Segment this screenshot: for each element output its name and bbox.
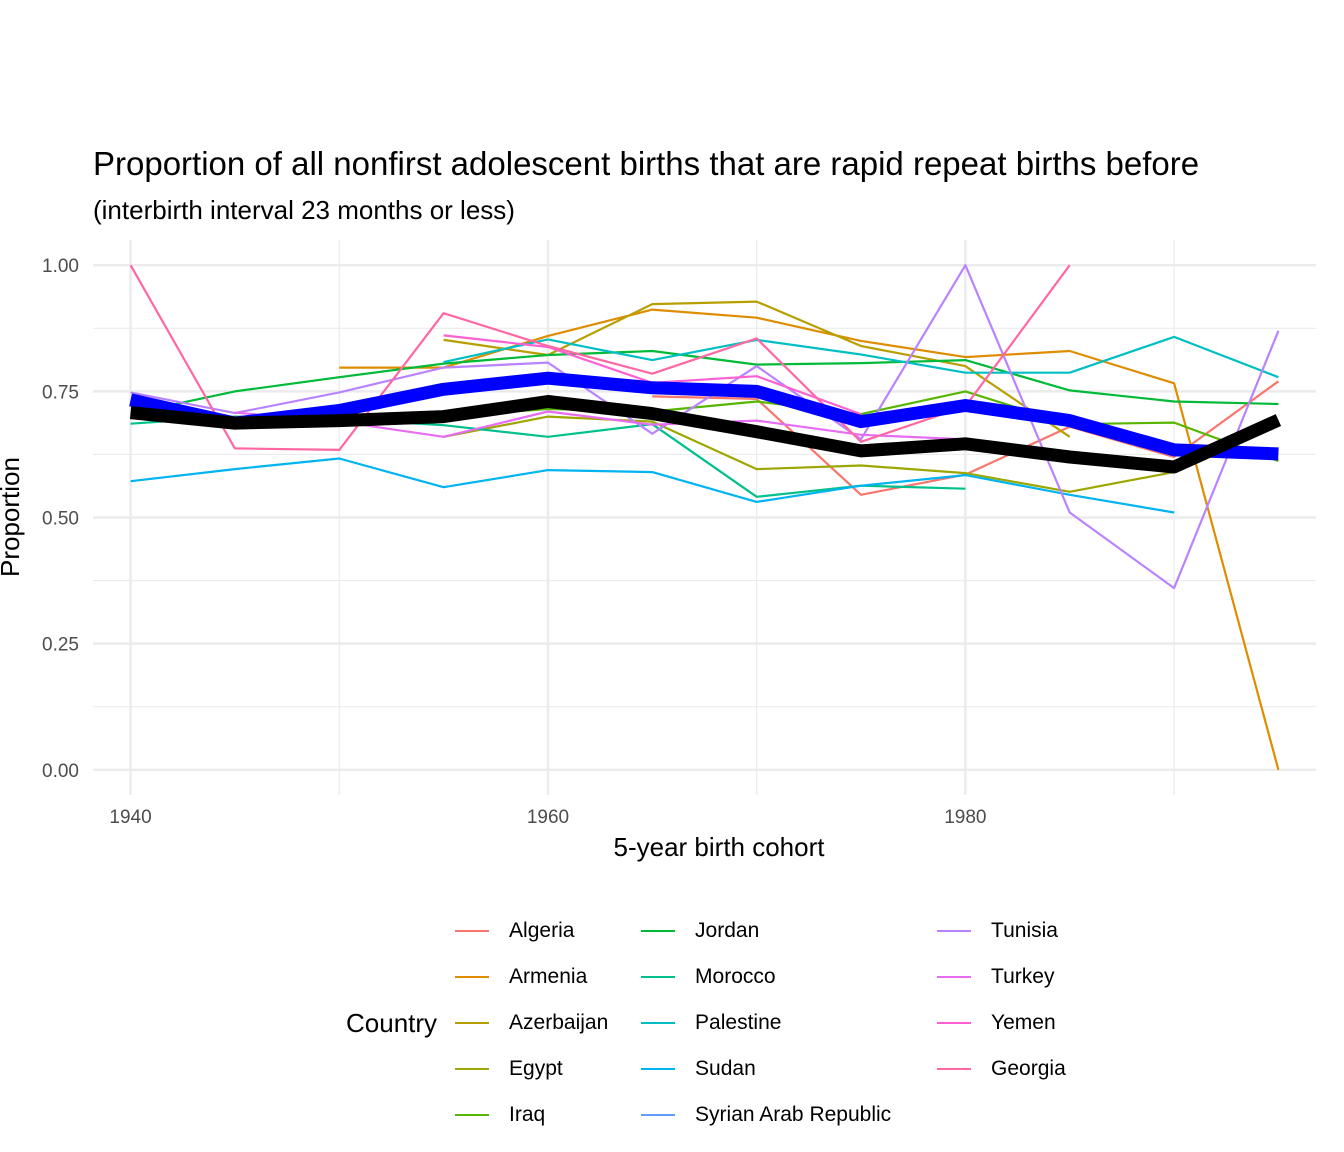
country-series-lines (129, 264, 1280, 771)
legend-label: Jordan (695, 919, 760, 942)
legend-entries: Algeria Armenia Azerbaijan Egypt Iraq Jordan M… (455, 908, 1097, 1138)
series-line-georgia (129, 264, 1071, 451)
legend-item-jordan: Jordan (641, 908, 937, 954)
legend-item-turkey: Turkey (937, 954, 1097, 1000)
summary-line-mean (129, 371, 1279, 461)
series-line-jordan (130, 349, 1279, 415)
legend-swatch (641, 930, 676, 932)
grid (93, 240, 1316, 795)
legend-item-sudan: Sudan (641, 1046, 937, 1092)
series-line-palestine (443, 335, 1279, 379)
summary-lines (129, 371, 1282, 474)
legend-label: Georgia (991, 1057, 1066, 1080)
legend-swatch (641, 1114, 676, 1116)
chart-title: Proportion of all nonfirst adolescent bi… (93, 145, 1200, 182)
legend-swatch (937, 1022, 972, 1024)
line-chart: 0.00 0.25 0.50 0.75 1.00 1940 1960 1980 5-year … (0, 240, 1316, 862)
legend-swatch (455, 976, 490, 978)
legend-swatch (937, 930, 972, 932)
legend-swatch (455, 930, 490, 932)
axis-ticks: 0.00 0.25 0.50 0.75 1.00 1940 1960 1980 (42, 256, 987, 828)
legend-swatch (641, 1022, 676, 1024)
legend-label: Algeria (509, 919, 575, 942)
legend-item-algeria: Algeria (455, 908, 641, 954)
chart-subtitle: (interbirth interval 23 months or less) (93, 195, 515, 225)
legend-label: Egypt (509, 1057, 563, 1080)
legend-swatch (455, 1114, 490, 1116)
y-tick-label: 0.00 (42, 761, 79, 782)
y-tick-label: 0.50 (42, 509, 79, 530)
legend-item-egypt: Egypt (455, 1046, 641, 1092)
legend-label: Morocco (695, 965, 776, 988)
legend-label: Azerbaijan (509, 1011, 609, 1034)
legend-item-yemen: Yemen (937, 1000, 1097, 1046)
legend-item-morocco: Morocco (641, 954, 937, 1000)
legend-label: Yemen (991, 1011, 1056, 1034)
series-line-armenia (339, 308, 1280, 771)
legend-item-armenia: Armenia (455, 954, 641, 1000)
legend-label: Tunisia (991, 919, 1058, 942)
legend-swatch (455, 1068, 490, 1070)
legend-label: Iraq (509, 1103, 546, 1126)
legend-swatch (937, 1068, 972, 1070)
legend-label: Syrian Arab Republic (695, 1103, 892, 1126)
legend-swatch (455, 1022, 490, 1024)
legend: Country Algeria Armenia Azerbaijan Egypt Ira… (346, 908, 1097, 1138)
legend-label: Palestine (695, 1011, 782, 1034)
legend-item-iraq: Iraq (455, 1092, 641, 1138)
legend-title: Country (346, 1007, 438, 1038)
x-tick-label: 1960 (527, 807, 569, 828)
y-tick-label: 0.25 (42, 635, 79, 656)
legend-item-syrian-arab-republic: Syrian Arab Republic (641, 1092, 937, 1138)
legend-swatch (641, 976, 676, 978)
x-tick-label: 1940 (109, 807, 151, 828)
series-line-egypt (443, 415, 1175, 493)
legend-label: Turkey (991, 965, 1055, 988)
y-tick-label: 1.00 (42, 256, 79, 277)
legend-item-azerbaijan: Azerbaijan (455, 1000, 641, 1046)
x-tick-label: 1980 (944, 807, 986, 828)
y-tick-label: 0.75 (42, 382, 79, 403)
legend-label: Sudan (695, 1057, 756, 1080)
series-line-tunisia (130, 264, 1280, 590)
legend-swatch (937, 976, 972, 978)
legend-item-georgia: Georgia (937, 1046, 1097, 1092)
legend-label: Armenia (509, 965, 588, 988)
y-axis-title: Proportion (0, 457, 25, 577)
legend-swatch (641, 1068, 676, 1070)
legend-item-palestine: Palestine (641, 1000, 937, 1046)
series-line-sudan (130, 457, 1175, 514)
x-axis-title: 5-year birth cohort (614, 832, 826, 862)
summary-line-median (129, 395, 1282, 474)
legend-item-tunisia: Tunisia (937, 908, 1097, 954)
